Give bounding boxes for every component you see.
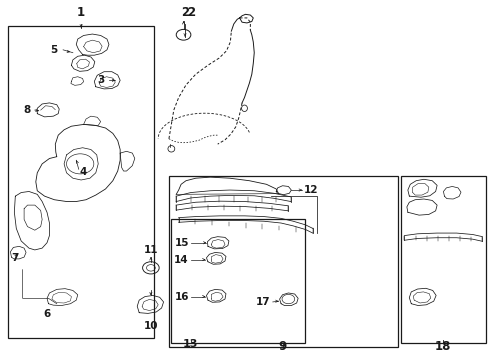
Text: 1: 1 <box>77 6 85 19</box>
Text: 15: 15 <box>174 238 188 248</box>
Text: 18: 18 <box>434 340 450 353</box>
Bar <box>168 176 397 347</box>
Text: 13: 13 <box>183 339 198 349</box>
Text: 5: 5 <box>50 45 58 55</box>
Text: 10: 10 <box>143 320 158 330</box>
Text: 12: 12 <box>304 185 318 195</box>
Bar <box>171 220 305 343</box>
Text: 4: 4 <box>80 167 87 177</box>
Text: 11: 11 <box>143 245 158 255</box>
Text: 3: 3 <box>97 75 104 85</box>
Text: 2: 2 <box>187 6 195 19</box>
Text: 2: 2 <box>181 6 189 19</box>
Text: 14: 14 <box>174 255 188 265</box>
Bar <box>8 26 154 338</box>
Text: 7: 7 <box>11 253 19 263</box>
Text: 6: 6 <box>43 309 51 319</box>
Text: 8: 8 <box>23 105 31 115</box>
Text: 16: 16 <box>174 292 188 302</box>
Bar <box>400 176 485 343</box>
Text: 9: 9 <box>278 340 286 353</box>
Text: 17: 17 <box>256 297 270 307</box>
